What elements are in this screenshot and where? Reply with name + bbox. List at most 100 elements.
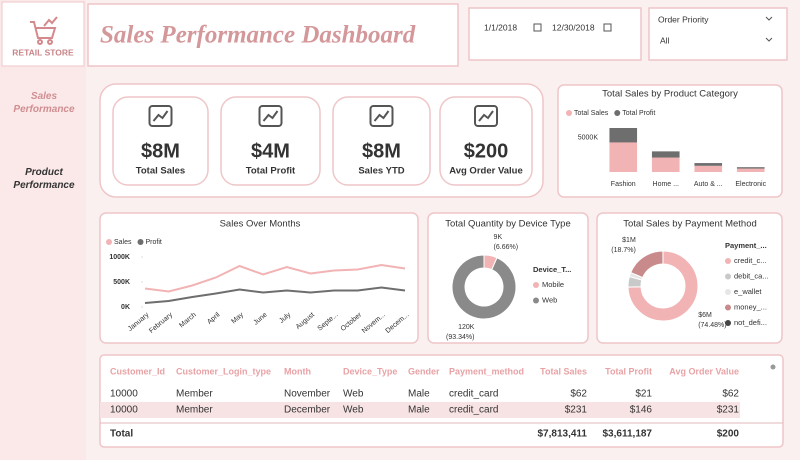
kpi-value: $200 (464, 140, 509, 162)
legend-swatch (725, 304, 731, 311)
column-header: Total Profit (605, 366, 652, 376)
icon-shape (152, 110, 169, 122)
bar-segment (736, 168, 765, 172)
icon-shape (369, 105, 394, 127)
bar-segment (651, 157, 680, 172)
bar-segment (609, 128, 638, 143)
kpi-card (220, 96, 321, 186)
kpi-label: Sales YTD (358, 166, 404, 177)
legend-swatch (566, 110, 572, 116)
donut-slice (627, 250, 699, 322)
legend-swatch (533, 282, 539, 288)
legend-title: Payment_... (725, 241, 767, 250)
data-label: 9K (494, 234, 503, 241)
filter-label: Order Priority (658, 14, 709, 24)
cell: $21 (635, 389, 652, 400)
cell: Member (176, 421, 213, 432)
column-header: Total Sales (540, 366, 587, 376)
cell: $149 (565, 421, 588, 432)
column-header: Month (284, 366, 311, 376)
date-start: 1/1/2018 (484, 22, 517, 32)
legend-swatch (725, 320, 731, 326)
row-highlight (100, 402, 740, 418)
total-cell: $200 (717, 429, 740, 440)
kpi-label: Total Profit (246, 166, 296, 177)
line-series (144, 286, 406, 304)
scroll-dot[interactable] (770, 364, 776, 370)
y-tick-label: 1000K (109, 254, 130, 261)
cell: $149 (717, 421, 740, 432)
kpi-label: Avg Order Value (449, 166, 523, 177)
kpi-icon (369, 105, 394, 127)
legend-label: not_defi... (734, 318, 767, 327)
kpi-value: $8M (362, 140, 401, 162)
legend-label: Mobile (542, 280, 564, 289)
kpi-card (112, 96, 209, 186)
line-series (144, 263, 406, 293)
bar-segment (651, 151, 680, 158)
dashboard-title: Sales Performance Dashboard (100, 22, 416, 49)
column-header: Customer_Login_type (176, 366, 271, 376)
donut-slice (451, 254, 517, 320)
date-end: 12/30/2018 (552, 22, 595, 32)
legend-swatch (614, 110, 621, 116)
icon-shape (474, 105, 498, 127)
column-header: Device_Type (343, 366, 397, 376)
x-tick-label: Auto & ... (694, 181, 723, 188)
cell: credit_card (449, 389, 498, 400)
data-label: (6.66%) (494, 244, 519, 251)
legend-label: Total Sales (574, 110, 609, 117)
kpi-card (439, 96, 533, 186)
chevron[interactable] (765, 37, 773, 42)
total-cell: $3,611,187 (603, 429, 653, 440)
cell: $62 (722, 389, 739, 400)
date-range[interactable] (468, 7, 642, 61)
kpi-icon (474, 105, 498, 127)
kpi-card (332, 96, 431, 186)
calendar-icon[interactable] (533, 23, 542, 32)
icon-shape (258, 105, 283, 127)
nav-label: Product Performance (13, 167, 75, 191)
cell: Male (408, 421, 430, 432)
cell: $231 (717, 405, 740, 416)
data-label: 120K (458, 324, 475, 331)
bar-segment (609, 142, 638, 172)
chart-title: Total Sales by Product Category (602, 89, 738, 100)
x-tick-label: Home ... (653, 181, 680, 188)
data-label: (93.34%) (446, 334, 474, 341)
cell: Male (408, 389, 430, 400)
legend-label: e_wallet (734, 287, 762, 296)
bar-segment (694, 163, 723, 166)
legend-label: debit_ca... (734, 271, 769, 280)
column-header: Gender (408, 366, 440, 376)
legend-label: Profit (146, 239, 162, 246)
cell: 10000 (110, 389, 138, 400)
x-tick-label: Electronic (735, 181, 766, 188)
y-tick-label: 5000K (578, 134, 599, 141)
logo-box (1, 1, 85, 67)
cell: Web (343, 405, 364, 416)
bar-segment (694, 165, 723, 172)
kpi-value: $4M (251, 140, 290, 162)
chart-title: Total Sales by Payment Method (623, 219, 757, 230)
cell: $231 (565, 405, 588, 416)
calendar-icon[interactable] (603, 23, 612, 32)
chart-title: Sales Over Months (220, 219, 301, 230)
filter-value[interactable]: All (660, 35, 670, 45)
legend-label: Sales (114, 239, 132, 246)
total-cell: $7,813,411 (538, 429, 588, 440)
cell: December (284, 405, 331, 416)
legend-swatch (725, 289, 731, 295)
chevron[interactable] (765, 16, 773, 21)
sidebar (0, 0, 86, 460)
chart-title: Total Quantity by Device Type (445, 219, 571, 230)
kpi-label: Total Sales (136, 166, 185, 177)
months-panel (99, 212, 419, 344)
data-label: $6M (698, 312, 712, 319)
column-header: Payment_method (449, 366, 524, 376)
nav-item[interactable]: Product Performance (6, 166, 82, 192)
nav-item[interactable]: Sales Performance (6, 90, 82, 116)
legend-swatch (137, 239, 144, 245)
cell: Web (343, 389, 364, 400)
